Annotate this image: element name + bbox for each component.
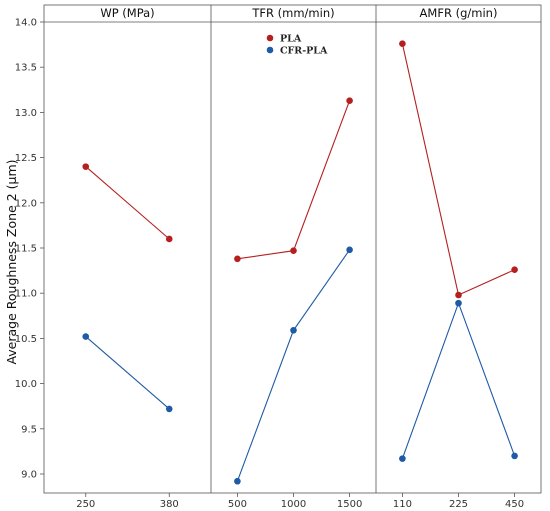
data-point [455, 291, 462, 299]
y-tick-label: 10.5 [15, 334, 37, 345]
data-point [290, 326, 297, 334]
y-tick-label: 9.0 [21, 470, 37, 481]
data-point [511, 266, 518, 273]
series-cfr-pla-panel-2 [399, 299, 518, 462]
data-point [82, 163, 90, 170]
series-cfr-pla-panel-1 [234, 246, 353, 485]
x-tick-label: 500 [228, 499, 247, 510]
y-tick-label: 13.5 [15, 63, 37, 74]
plot-border [43, 4, 542, 494]
data-point [399, 455, 406, 462]
data-point [511, 452, 518, 460]
x-tick-label: 110 [393, 499, 412, 510]
axes: 9.0 9.5 10.0 10.5 11.0 11.5 12.0 12.5 13.0 13.5 14… [15, 6, 524, 510]
y-tick-label: 13.0 [15, 108, 37, 119]
series-pla-panel-0 [82, 163, 173, 243]
series-layer [82, 40, 518, 485]
x-tick-label: 225 [449, 499, 468, 510]
legend-marker [266, 34, 274, 42]
series-pla-panel-1 [234, 97, 353, 263]
data-point [165, 235, 173, 243]
y-tick-label: 14.0 [15, 18, 37, 29]
y-axis-label: Average Roughness Zone 2 (µm) [4, 159, 19, 364]
legend-label: CFR-PLA [280, 46, 328, 57]
data-point [234, 477, 241, 485]
panel-title-1: TFR (mm/min) [251, 6, 334, 20]
data-point [346, 97, 353, 104]
legend-marker [266, 46, 274, 54]
x-tick-label: 1000 [281, 499, 306, 510]
legend-label: PLA [280, 34, 302, 45]
series-line [85, 166, 170, 240]
x-tick-label: 380 [160, 499, 179, 510]
data-point [165, 405, 173, 413]
data-point [455, 299, 462, 307]
y-tick-label: 11.0 [15, 289, 37, 300]
data-point [290, 247, 297, 255]
data-point [82, 333, 90, 340]
y-tick-label: 12.0 [15, 198, 37, 209]
series-pla-panel-2 [399, 40, 518, 299]
y-tick-label: 12.5 [15, 153, 37, 164]
series-line [85, 336, 170, 410]
data-point [234, 255, 241, 263]
series-line [401, 43, 515, 296]
data-point [346, 246, 353, 254]
series-line [237, 100, 351, 260]
chart-frame [43, 4, 542, 494]
y-tick-label: 11.5 [15, 244, 37, 255]
panel-title-0: WP (MPa) [100, 6, 154, 20]
data-point [399, 40, 406, 47]
y-tick-label: 10.0 [15, 379, 37, 390]
y-tick-label: 9.5 [21, 424, 37, 435]
panel-title-2: AMFR (g/min) [420, 6, 498, 20]
series-line [401, 301, 516, 459]
x-tick-label: 250 [76, 499, 95, 510]
x-tick-label: 450 [505, 499, 524, 510]
series-line [236, 249, 351, 482]
series-cfr-pla-panel-0 [82, 333, 173, 413]
x-tick-label: 1500 [337, 499, 362, 510]
